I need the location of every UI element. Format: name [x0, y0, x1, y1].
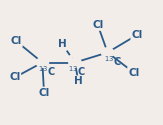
Text: $^{13}$C: $^{13}$C: [38, 64, 56, 78]
Text: $^{13}$C: $^{13}$C: [104, 54, 121, 68]
Text: H: H: [58, 39, 66, 49]
Text: H: H: [74, 76, 83, 86]
Text: Cl: Cl: [11, 36, 22, 46]
Text: $^{13}$C: $^{13}$C: [68, 64, 85, 78]
Text: Cl: Cl: [128, 68, 139, 78]
Text: Cl: Cl: [38, 88, 50, 98]
Circle shape: [69, 58, 81, 67]
Circle shape: [101, 48, 114, 57]
Circle shape: [36, 58, 49, 67]
Text: Cl: Cl: [92, 20, 104, 30]
Text: Cl: Cl: [131, 30, 143, 40]
Text: Cl: Cl: [9, 72, 20, 83]
